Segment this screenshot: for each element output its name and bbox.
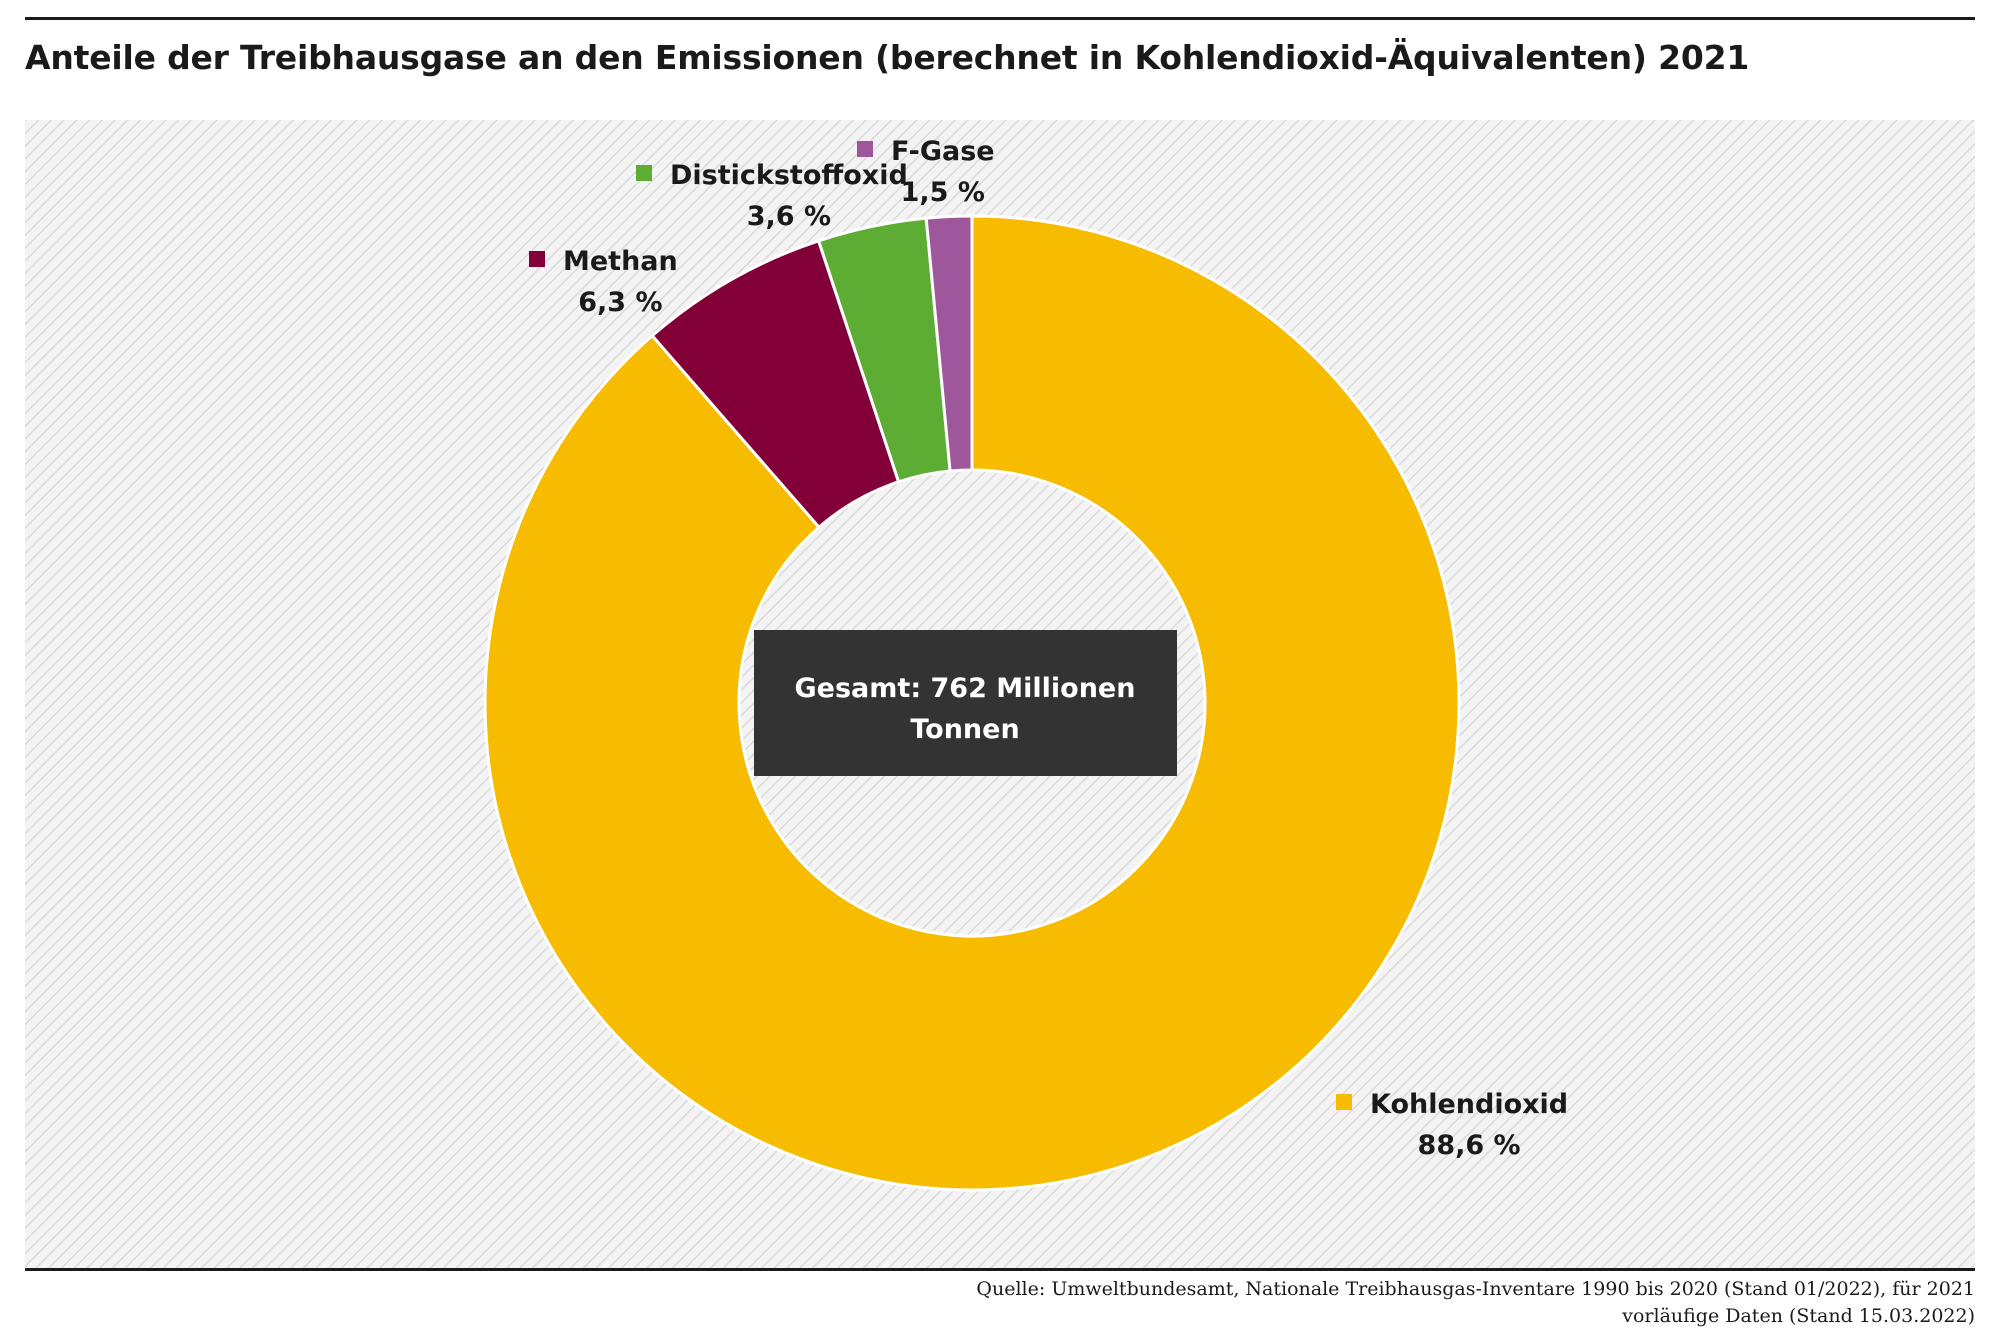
source-line-1: Quelle: Umweltbundesamt, Nationale Treib… [976,1278,1975,1300]
donut-chart: Gesamt: 762 Millionen Tonnen Kohlendioxid… [25,120,1975,1268]
legend-swatch-kohlendioxid [1336,1094,1352,1110]
slice-value-kohlendioxid: 88,6 % [1418,1130,1521,1161]
slice-f-gase [924,214,974,473]
total-label: Gesamt: 762 Millionen Tonnen [795,673,1136,745]
slice-value-distickstoffoxid: 3,6 % [747,201,831,232]
top-rule [25,17,1975,20]
legend-swatch-methan [529,251,545,267]
slice-label-distickstoffoxid: Distickstoffoxid [670,160,908,191]
slice-value-f-gase: 1,5 % [901,177,985,208]
bottom-rule [25,1268,1975,1271]
slice-kohlendioxid [483,214,1461,1192]
slice-label-methan: Methan [563,246,678,277]
source-note: Quelle: Umweltbundesamt, Nationale Treib… [976,1276,1975,1330]
total-box [754,630,1177,776]
slice-value-methan: 6,3 % [578,287,662,318]
chart-title: Anteile der Treibhausgase an den Emissio… [25,38,1750,77]
legend-swatch-f-gase [857,141,873,157]
slice-label-f-gase: F-Gase [891,136,995,167]
source-line-2: vorläufige Daten (Stand 15.03.2022) [1622,1305,1975,1327]
slice-label-kohlendioxid: Kohlendioxid [1370,1089,1568,1120]
legend-swatch-distickstoffoxid [636,165,652,181]
